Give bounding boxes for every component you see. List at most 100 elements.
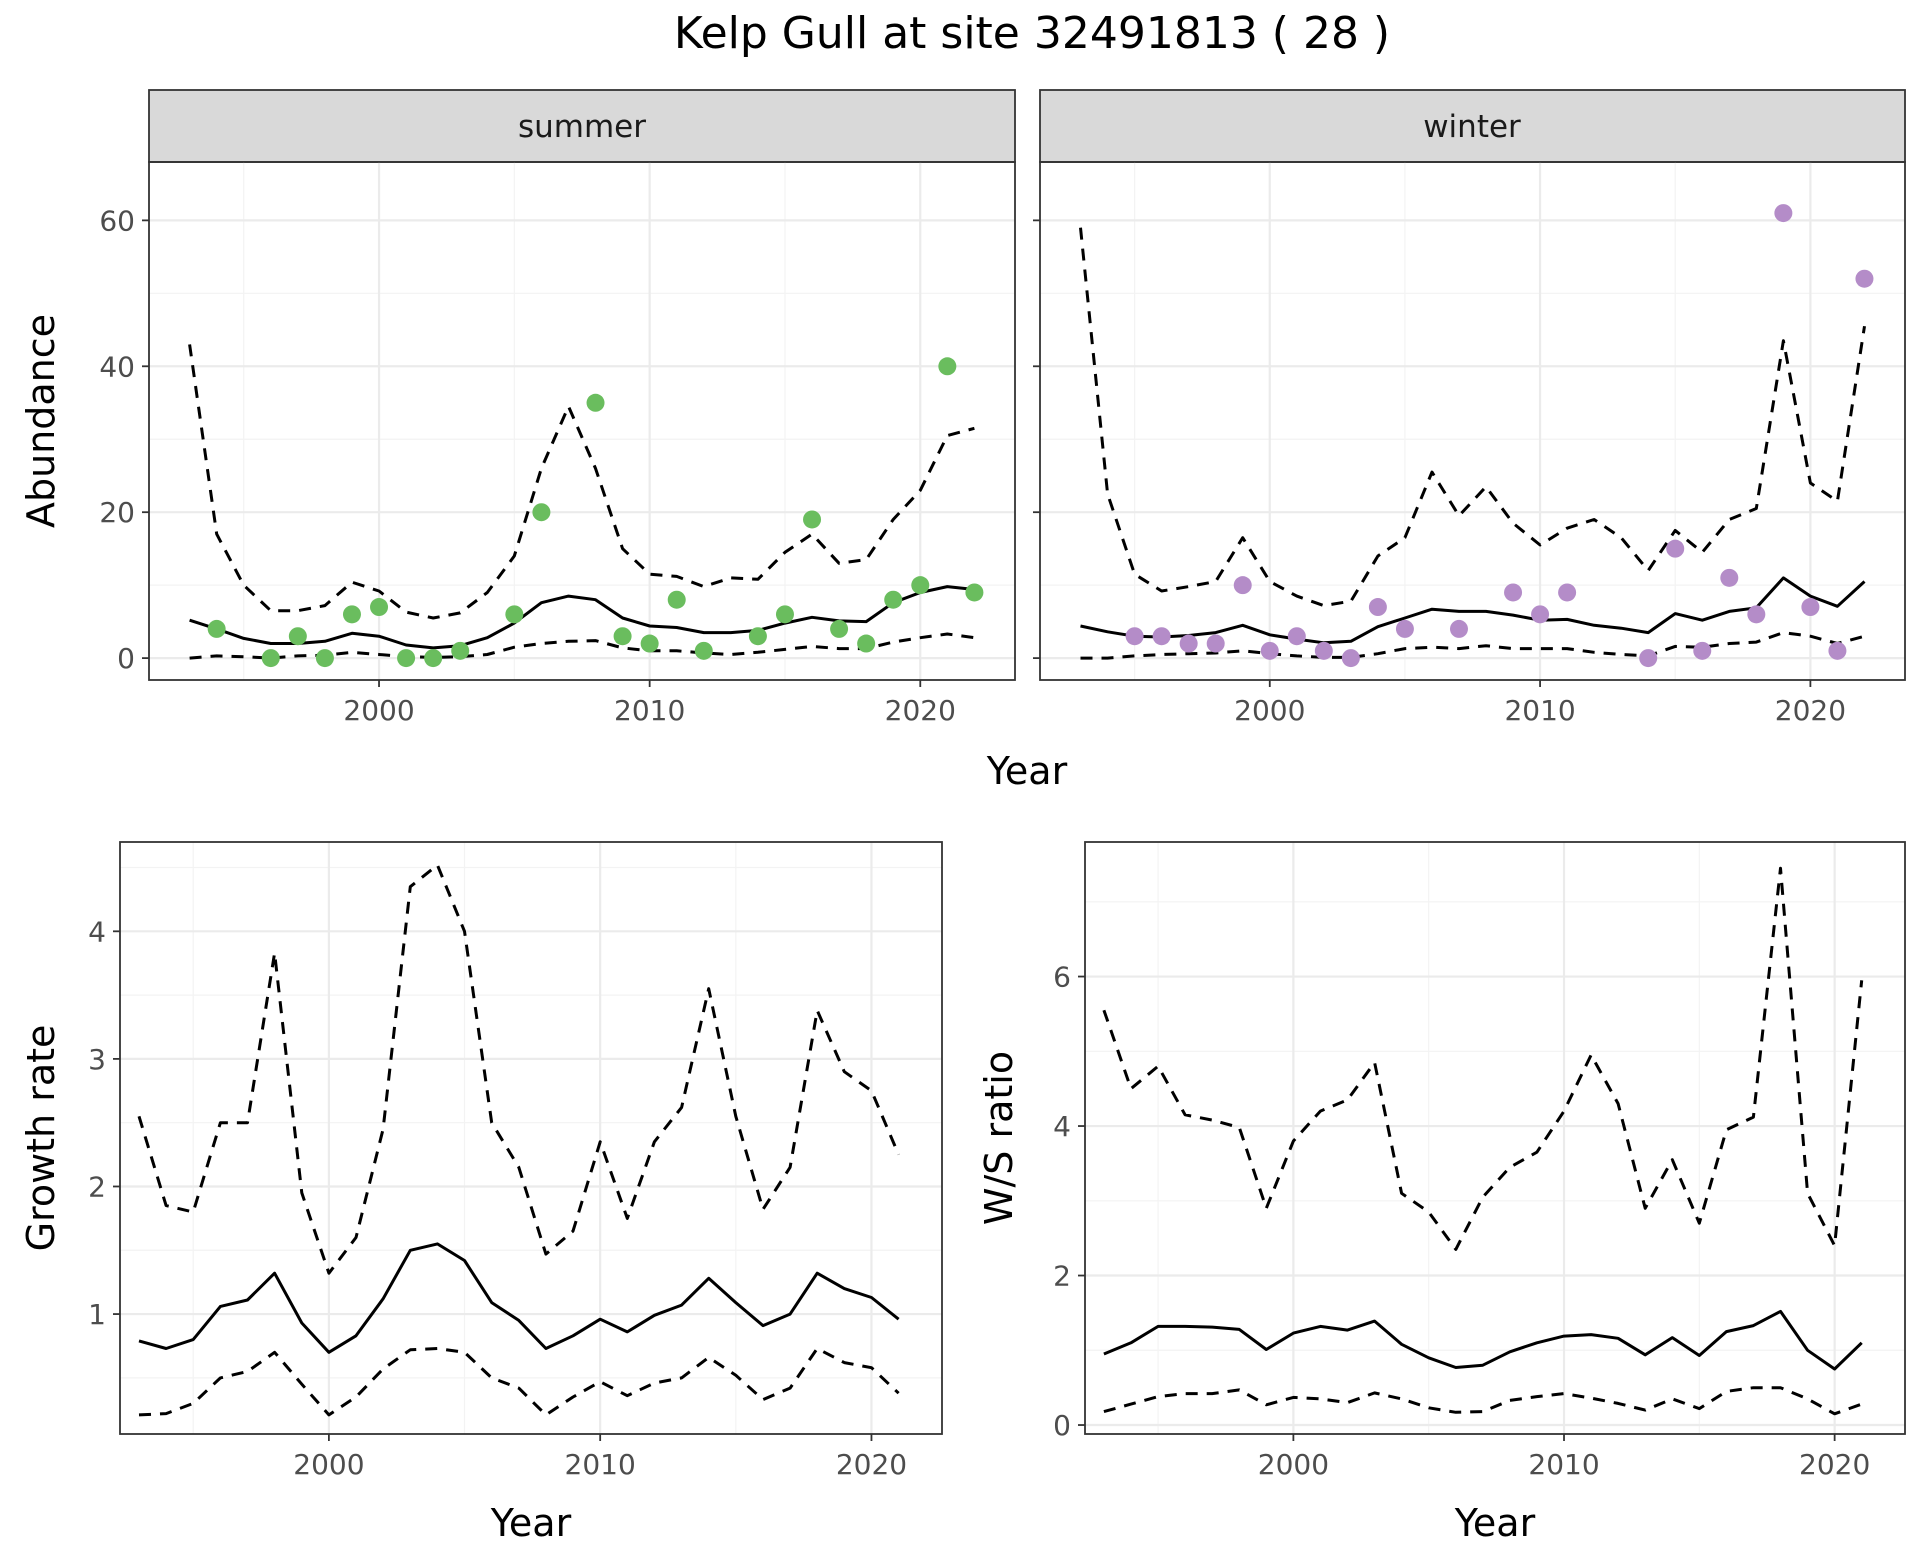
summer-plot: 2000 2010 2020 0 20 40 60 <box>99 162 1015 727</box>
winter-x-tick-label: 2020 <box>1775 694 1846 727</box>
summer-x-tick-label: 2000 <box>343 694 414 727</box>
winter-x-tick-label: 2000 <box>1234 694 1305 727</box>
abundance-x-axis-title: Year <box>986 749 1068 793</box>
summer-observation-point <box>830 619 849 638</box>
summer-x-tick-label: 2010 <box>614 694 685 727</box>
winter-observation-point <box>1720 568 1739 587</box>
summer-observation-point <box>775 605 794 624</box>
summer-observation-point <box>694 641 713 660</box>
summer-observation-point <box>532 503 551 522</box>
ratio-x-tick-label: 2010 <box>1528 1448 1599 1481</box>
winter-observation-point <box>1287 627 1306 646</box>
winter-observation-point <box>1368 598 1387 617</box>
ratio-y-axis-title: W/S ratio <box>977 1051 1021 1225</box>
summer-observation-point <box>288 627 307 646</box>
summer-observation-point <box>505 605 524 624</box>
ratio-y-tick-label: 4 <box>1053 1110 1071 1143</box>
summer-x-tick-label: 2020 <box>885 694 956 727</box>
growth-fit-line <box>138 1242 900 1354</box>
winter-observation-point <box>1774 204 1793 223</box>
winter-observation-point <box>1341 649 1360 668</box>
summer-y-tick-label: 0 <box>117 642 135 675</box>
chart-title: Kelp Gull at site 32491813 ( 28 ) <box>674 8 1390 59</box>
summer-observation-point <box>803 510 822 529</box>
winter-plot-border <box>1039 161 1906 681</box>
summer-y-tick-label: 40 <box>99 350 135 383</box>
winter-x-tick-label: 2010 <box>1504 694 1575 727</box>
winter-observation-point <box>1449 619 1468 638</box>
ratio-x-tick-label: 2000 <box>1258 1448 1329 1481</box>
abundance-y-axis-title: Abundance <box>19 314 63 528</box>
winter-observation-point <box>1666 539 1685 558</box>
winter-upper-bound-line <box>1079 227 1866 608</box>
winter-observation-point <box>1260 641 1279 660</box>
growth-upper-bound-line <box>137 863 900 1275</box>
summer-observation-point <box>586 393 605 412</box>
winter-observation-point <box>1747 605 1766 624</box>
summer-y-tick-label: 20 <box>99 496 135 529</box>
winter-observation-point <box>1233 576 1252 595</box>
winter-observation-point <box>1395 619 1414 638</box>
winter-observation-point <box>1179 634 1198 653</box>
winter-observation-point <box>1693 641 1712 660</box>
winter-strip-label: winter <box>1423 109 1521 145</box>
summer-plot-border <box>148 161 1016 681</box>
summer-observation-point <box>424 649 443 668</box>
summer-observation-point <box>857 634 876 653</box>
ratio-panel: 2000 2010 2020 0 2 4 6 <box>1053 841 1906 1481</box>
growth-plot-border <box>119 841 943 1435</box>
summer-upper-bound-line <box>188 344 975 620</box>
summer-observation-point <box>613 627 632 646</box>
ratio-lower-bound-line <box>1103 1386 1863 1416</box>
growth-lower-bound-line <box>138 1347 900 1417</box>
growth-y-tick-label: 3 <box>88 1043 106 1076</box>
winter-observation-point <box>1639 649 1658 668</box>
winter-panel: winter 2000 2010 2020 <box>1033 89 1906 727</box>
growth-x-tick-label: 2020 <box>836 1448 907 1481</box>
ratio-upper-bound-line <box>1102 866 1864 1251</box>
winter-fit-line <box>1080 576 1866 645</box>
ratio-plot: 2000 2010 2020 0 2 4 6 <box>1053 842 1905 1481</box>
ratio-fit-line <box>1103 1309 1863 1371</box>
summer-observation-point <box>315 649 334 668</box>
summer-observation-point <box>640 634 659 653</box>
winter-observation-point <box>1828 641 1847 660</box>
summer-observation-point <box>207 619 226 638</box>
summer-observation-point <box>911 576 930 595</box>
growth-panel: 2000 2010 2020 1 2 3 4 <box>88 841 943 1481</box>
summer-strip <box>148 89 1016 163</box>
summer-observation-point <box>342 605 361 624</box>
winter-observation-point <box>1504 583 1523 602</box>
summer-observation-point <box>370 598 389 617</box>
winter-lower-bound-line <box>1080 631 1865 660</box>
summer-lower-bound-line <box>189 632 975 660</box>
winter-observation-point <box>1125 627 1144 646</box>
summer-observation-point <box>884 590 903 609</box>
summer-y-tick-label: 60 <box>99 204 135 237</box>
growth-x-tick-label: 2010 <box>565 1448 636 1481</box>
ratio-x-axis-title: Year <box>1454 1501 1536 1545</box>
summer-observation-point <box>965 583 984 602</box>
winter-observation-point <box>1152 627 1171 646</box>
ratio-y-tick-label: 0 <box>1053 1409 1071 1442</box>
growth-y-axis-title: Growth rate <box>19 1025 63 1252</box>
ratio-y-tick-label: 2 <box>1053 1260 1071 1293</box>
winter-plot: 2000 2010 2020 <box>1033 162 1905 727</box>
growth-x-axis-title: Year <box>490 1501 572 1545</box>
ratio-x-tick-label: 2020 <box>1799 1448 1870 1481</box>
winter-observation-point <box>1531 605 1550 624</box>
growth-y-tick-label: 1 <box>88 1298 106 1331</box>
winter-observation-point <box>1206 634 1225 653</box>
growth-y-tick-label: 2 <box>88 1170 106 1203</box>
growth-x-tick-label: 2000 <box>293 1448 364 1481</box>
summer-observation-point <box>748 627 767 646</box>
winter-observation-point <box>1314 641 1333 660</box>
summer-observation-point <box>938 357 957 376</box>
summer-observation-point <box>261 649 280 668</box>
summer-observation-point <box>397 649 416 668</box>
growth-plot: 2000 2010 2020 1 2 3 4 <box>88 842 942 1481</box>
summer-fit-line <box>189 585 975 650</box>
winter-strip <box>1039 89 1906 163</box>
summer-panel: summer 2000 2010 2020 0 20 40 60 <box>99 89 1016 727</box>
